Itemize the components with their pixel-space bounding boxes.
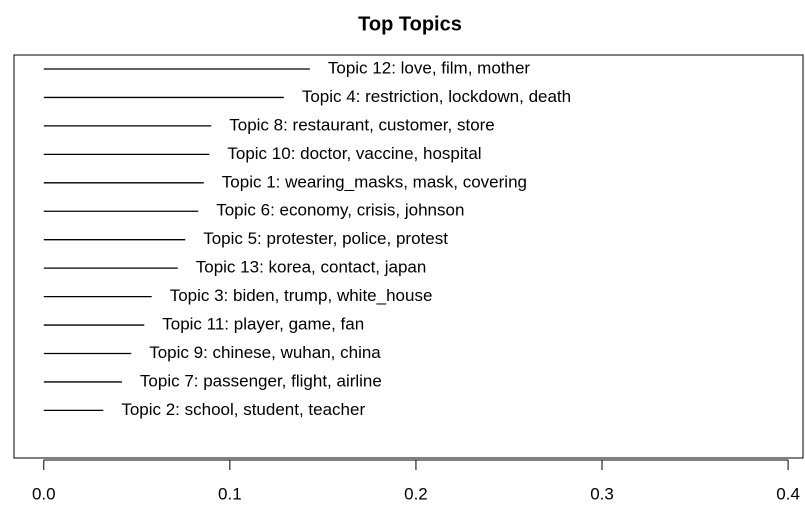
chart-title: Top Topics — [358, 13, 462, 35]
topic-label: Topic 1: wearing_masks, mask, covering — [222, 172, 527, 191]
x-tick-label: 0.0 — [32, 484, 56, 503]
x-tick-label: 0.3 — [590, 484, 614, 503]
topic-label: Topic 4: restriction, lockdown, death — [302, 87, 571, 106]
topic-label: Topic 7: passenger, flight, airline — [140, 371, 382, 390]
x-tick-label: 0.2 — [404, 484, 428, 503]
topic-label: Topic 5: protester, police, protest — [203, 229, 448, 248]
x-tick-label: 0.4 — [776, 484, 800, 503]
topic-label: Topic 6: economy, crisis, johnson — [216, 201, 464, 220]
topic-label: Topic 10: doctor, vaccine, hospital — [227, 144, 481, 163]
topic-label: Topic 9: chinese, wuhan, china — [149, 343, 381, 362]
plot-frame — [13, 54, 804, 459]
topic-label: Topic 13: korea, contact, japan — [196, 258, 427, 277]
topic-label: Topic 3: biden, trump, white_house — [170, 286, 433, 305]
x-tick-label: 0.1 — [218, 484, 242, 503]
topic-label: Topic 12: love, film, mother — [328, 58, 531, 77]
topic-label: Topic 8: restaurant, customer, store — [229, 115, 495, 134]
topic-label: Topic 11: player, game, fan — [162, 315, 364, 334]
topic-label: Topic 2: school, student, teacher — [121, 400, 365, 419]
